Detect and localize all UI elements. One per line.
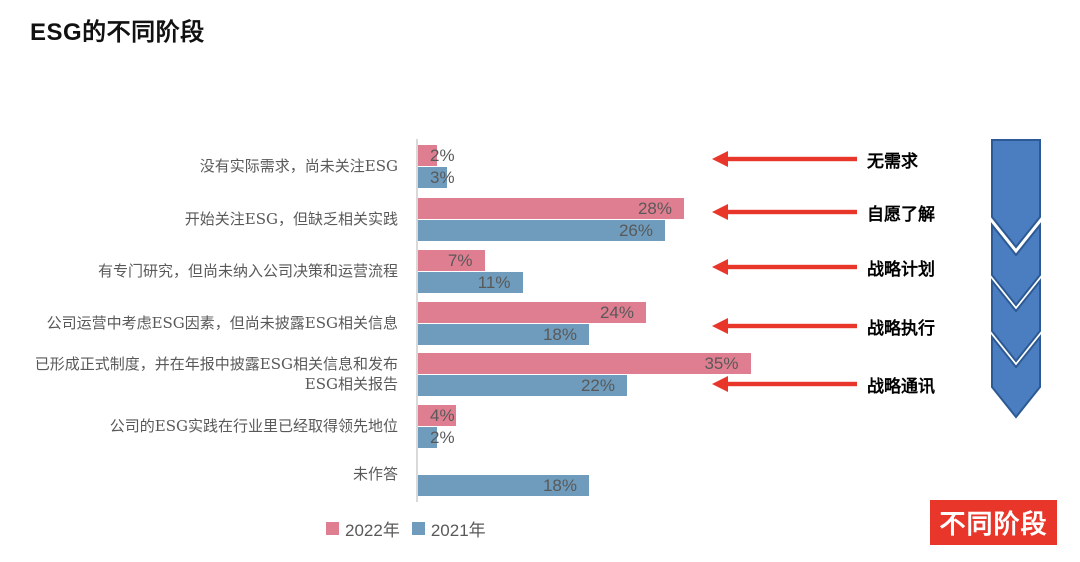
left-arrow-icon — [712, 259, 857, 275]
chevron-segment — [991, 139, 1041, 249]
stage-label: 战略计划 — [867, 259, 935, 279]
value-label: 35% — [704, 354, 739, 373]
stage-annotation: 自愿了解 — [712, 200, 935, 224]
value-label: 28% — [637, 199, 672, 218]
bar-2022年: 7% — [418, 250, 485, 271]
value-label: 3% — [430, 168, 455, 187]
bar-2022年: 35% — [418, 353, 751, 374]
value-label: 24% — [599, 303, 634, 322]
stage-badge: 不同阶段 — [930, 500, 1057, 545]
bar-2021年: 18% — [418, 475, 589, 496]
stage-annotation: 战略计划 — [712, 255, 935, 279]
bar-2021年: 18% — [418, 324, 589, 345]
bar-group: 公司运营中考虑ESG因素，但尚未披露ESG相关信息 24% 18% — [0, 302, 1080, 345]
bar-2021年: 26% — [418, 220, 665, 241]
bar-group: 开始关注ESG，但缺乏相关实践 28% 26% — [0, 198, 1080, 241]
y-axis-line — [416, 139, 418, 502]
category-label: 未作答 — [352, 464, 398, 483]
page-title: ESG的不同阶段 — [30, 19, 205, 46]
stage-badge-label: 不同阶段 — [939, 509, 1048, 539]
value-label: 26% — [618, 221, 653, 240]
bar-2022年: 4% — [418, 405, 456, 426]
bar-group: 已形成正式制度，并在年报中披露ESG相关信息和发布ESG相关报告 35% 22% — [0, 353, 1080, 396]
category-label: 已形成正式制度，并在年报中披露ESG相关信息和发布ESG相关报告 — [34, 355, 398, 393]
value-label: 22% — [580, 376, 615, 395]
bar-2022年: 2% — [418, 145, 455, 166]
value-label: 18% — [542, 476, 577, 495]
left-arrow-icon — [712, 318, 857, 334]
bar-2021年: 11% — [418, 272, 523, 293]
stage-label: 战略执行 — [867, 318, 935, 338]
legend-item-2022: 2022年 — [326, 516, 400, 541]
stage-label: 无需求 — [867, 151, 918, 171]
bar-2022年: 28% — [418, 198, 684, 219]
bar-group: 有专门研究，但尚未纳入公司决策和运营流程 7% 11% — [0, 250, 1080, 293]
category-label: 没有实际需求，尚未关注ESG — [199, 156, 398, 175]
value-label: 7% — [447, 251, 473, 270]
value-label: 2% — [430, 428, 455, 447]
value-label: 11% — [477, 273, 511, 292]
value-label: 2% — [430, 146, 455, 165]
legend-swatch-2022 — [326, 522, 339, 535]
bar-group: 未作答 18% — [0, 453, 1080, 496]
stage-annotation: 战略执行 — [712, 314, 935, 338]
category-label: 公司的ESG实践在行业里已经取得领先地位 — [109, 416, 398, 435]
bar-group: 没有实际需求，尚未关注ESG 2% 3% — [0, 145, 1080, 188]
bar-2021年: 22% — [418, 375, 627, 396]
value-label: 18% — [542, 325, 577, 344]
chevron-segment — [991, 278, 1041, 363]
category-label: 开始关注ESG，但缺乏相关实践 — [184, 209, 398, 228]
chart-legend: 2022年 2021年 — [326, 516, 486, 541]
legend-swatch-2021 — [411, 522, 425, 535]
legend-label-2021: 2021年 — [430, 521, 486, 540]
value-label: 4% — [430, 406, 455, 425]
legend-item-2021: 2021年 — [411, 516, 486, 541]
stage-label: 自愿了解 — [867, 204, 935, 224]
legend-label-2022: 2022年 — [345, 521, 400, 540]
left-arrow-icon — [712, 376, 857, 392]
category-label: 有专门研究，但尚未纳入公司决策和运营流程 — [97, 261, 398, 280]
chevron-segment — [991, 222, 1041, 307]
bar-2021年: 2% — [418, 427, 455, 448]
bar-2021年: 3% — [418, 167, 455, 188]
left-arrow-icon — [712, 151, 857, 167]
left-arrow-icon — [712, 204, 857, 220]
stage-annotation: 战略通讯 — [712, 372, 935, 396]
bar-2022年: 24% — [418, 302, 646, 323]
stage-annotation: 无需求 — [712, 147, 918, 171]
bar-group: 公司的ESG实践在行业里已经取得领先地位 4% 2% — [0, 405, 1080, 448]
category-label: 公司运营中考虑ESG因素，但尚未披露ESG相关信息 — [46, 313, 398, 332]
chevron-segment — [991, 334, 1041, 419]
down-chevron-arrow-graphic — [991, 139, 1041, 419]
stage-label: 战略通讯 — [867, 376, 935, 396]
